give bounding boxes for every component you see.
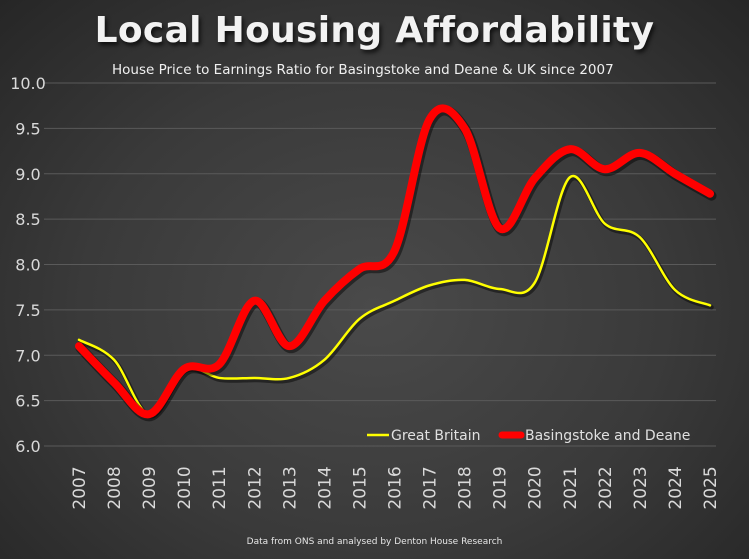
x-tick-label: 2011 [210, 466, 230, 509]
gridlines [44, 82, 716, 447]
y-tick-label: 7.0 [15, 346, 40, 365]
x-tick-label: 2023 [631, 466, 651, 509]
x-tick-label: 2019 [491, 466, 511, 509]
y-tick-label: 9.0 [15, 165, 40, 184]
series-line-basingstoke-and-deane [75, 104, 714, 419]
x-tick-label: 2007 [70, 466, 90, 509]
legend: Great Britain Basingstoke and Deane [367, 428, 690, 444]
x-tick-label: 2008 [105, 466, 125, 509]
y-axis: 6.0 6.5 7.0 7.5 8.0 8.5 9.0 9.5 10.0 [10, 74, 46, 456]
x-tick-label: 2016 [386, 466, 406, 509]
x-tick-label: 2020 [526, 466, 546, 509]
x-axis: 2007 2008 2009 2010 2011 2012 2013 2014 2015 2016… [70, 466, 721, 509]
x-tick-label: 2015 [350, 466, 370, 509]
legend-label-basingstoke-and-deane: Basingstoke and Deane [525, 428, 690, 444]
y-tick-label: 9.5 [15, 119, 40, 138]
chart-subtitle: House Price to Earnings Ratio for Basing… [112, 62, 614, 78]
x-tick-label: 2021 [561, 466, 581, 509]
footnote: Data from ONS and analysed by Denton Hou… [246, 537, 503, 547]
x-tick-label: 2013 [280, 466, 300, 509]
y-tick-label: 8.5 [15, 210, 40, 229]
x-tick-label: 2014 [315, 466, 335, 509]
x-tick-label: 2022 [596, 466, 616, 509]
y-tick-label: 7.5 [15, 301, 40, 320]
x-tick-label: 2018 [456, 466, 476, 509]
x-tick-label: 2017 [421, 466, 441, 509]
x-tick-label: 2025 [701, 466, 721, 509]
chart-title: Local Housing Affordability [94, 10, 655, 51]
x-tick-label: 2024 [666, 466, 686, 509]
x-tick-label: 2009 [140, 466, 160, 509]
y-tick-label: 8.0 [15, 256, 40, 275]
series-lines [75, 104, 717, 422]
legend-label-great-britain: Great Britain [391, 428, 481, 444]
y-tick-label: 6.5 [15, 392, 40, 411]
series-shadow [75, 105, 717, 422]
y-tick-label: 10.0 [10, 74, 46, 93]
x-tick-label: 2012 [245, 466, 265, 509]
y-tick-label: 6.0 [15, 437, 40, 456]
x-tick-label: 2010 [175, 466, 195, 509]
